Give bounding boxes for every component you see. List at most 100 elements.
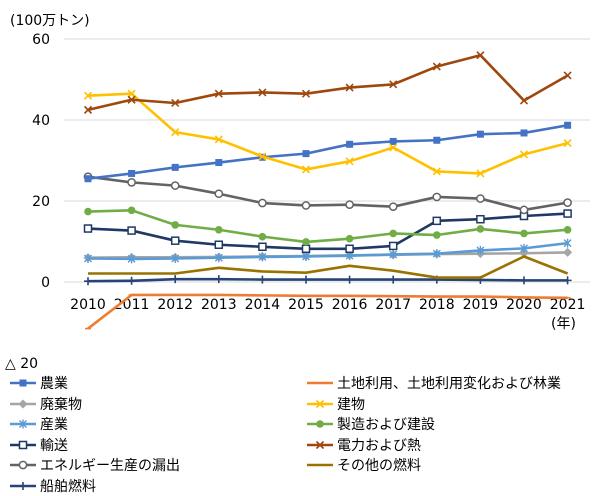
data-point xyxy=(214,240,224,249)
data-point xyxy=(520,243,528,253)
data-point xyxy=(563,276,572,285)
series-line xyxy=(87,123,568,181)
series-line xyxy=(87,53,569,112)
data-point xyxy=(563,139,572,148)
series-line xyxy=(87,212,568,251)
data-point xyxy=(171,128,180,137)
data-point xyxy=(476,245,485,255)
data-point xyxy=(19,379,27,387)
data-point xyxy=(127,226,136,235)
legend-item: 農業 xyxy=(10,376,68,392)
data-point xyxy=(301,201,311,210)
data-point xyxy=(214,135,223,144)
data-point xyxy=(214,189,224,199)
data-point xyxy=(83,91,93,100)
data-point xyxy=(171,221,179,229)
data-point xyxy=(18,440,28,450)
x-tick-label: 2015 xyxy=(288,297,324,313)
series-6 xyxy=(83,209,572,254)
data-point xyxy=(214,89,223,98)
y-tick-label: 60 xyxy=(32,32,50,48)
data-point xyxy=(432,192,442,202)
series-line xyxy=(87,92,568,175)
y-tick-label: 20 xyxy=(32,194,50,210)
data-point xyxy=(345,200,354,209)
data-point xyxy=(432,249,441,259)
legend-item: 土地利用、土地利用変化および林業 xyxy=(307,375,561,392)
data-point xyxy=(432,216,442,226)
legend-item: 船舶燃料 xyxy=(10,478,96,495)
data-point xyxy=(301,244,311,254)
legend-label: 廃棄物 xyxy=(40,396,82,413)
data-point xyxy=(127,89,136,98)
data-point xyxy=(258,242,267,252)
data-point xyxy=(84,175,92,183)
legend-label: エネルギー生産の漏出 xyxy=(40,458,180,474)
x-tick-label: 2018 xyxy=(419,297,455,313)
series-0 xyxy=(84,121,572,183)
data-point xyxy=(389,249,398,259)
data-point xyxy=(519,96,529,105)
y-axis-ticks: 60 40 20 0 △ 20 xyxy=(5,32,50,372)
data-point xyxy=(388,241,398,251)
data-point xyxy=(170,236,180,245)
legend-label: 船舶燃料 xyxy=(40,478,96,495)
y-tick-label: 40 xyxy=(32,113,50,129)
legend-label: その他の燃料 xyxy=(337,457,421,474)
data-point xyxy=(315,440,325,450)
data-point xyxy=(301,165,311,174)
data-point xyxy=(83,105,93,114)
legend-item: 廃棄物 xyxy=(10,396,82,413)
plot-area xyxy=(83,51,573,330)
series-9 xyxy=(88,255,569,279)
data-point xyxy=(476,51,485,60)
y-tick-label: △ 20 xyxy=(5,356,38,372)
data-point xyxy=(128,169,136,177)
data-point xyxy=(563,225,572,234)
data-point xyxy=(432,62,441,71)
series-line xyxy=(88,255,569,279)
data-point xyxy=(388,202,398,212)
legend-label: 電力および熱 xyxy=(337,438,421,454)
series-line xyxy=(87,209,568,244)
series-8 xyxy=(83,172,572,215)
data-point xyxy=(476,130,484,138)
data-point xyxy=(433,136,441,144)
x-tick-label: 2016 xyxy=(332,297,368,313)
data-point xyxy=(19,482,27,490)
legend-item: その他の燃料 xyxy=(307,457,421,474)
data-point xyxy=(302,275,310,284)
data-point xyxy=(519,150,529,159)
data-point xyxy=(389,80,398,89)
data-point xyxy=(84,254,92,264)
x-tick-label: 2013 xyxy=(201,297,237,313)
data-point xyxy=(563,209,572,218)
data-point xyxy=(84,207,92,216)
legend-item: エネルギー生産の漏出 xyxy=(10,458,180,474)
data-point xyxy=(84,277,92,286)
x-tick-label: 2020 xyxy=(506,297,542,313)
data-point xyxy=(18,460,28,470)
legend-item: 建物 xyxy=(307,397,365,413)
data-point xyxy=(345,244,354,254)
x-tick-label: 2012 xyxy=(157,297,193,313)
legend-label: 輸送 xyxy=(40,438,68,454)
data-point xyxy=(520,129,528,137)
data-point xyxy=(476,225,485,233)
data-point xyxy=(214,275,223,284)
data-point xyxy=(171,98,180,108)
data-point xyxy=(302,251,310,261)
data-point xyxy=(316,420,324,428)
series-line xyxy=(87,293,568,330)
series-3 xyxy=(83,89,572,178)
data-point xyxy=(127,254,136,264)
data-point xyxy=(127,178,136,187)
data-point xyxy=(258,275,267,284)
x-unit-label: (年) xyxy=(551,316,576,332)
data-point xyxy=(519,205,529,215)
legend-label: 土地利用、土地利用変化および林業 xyxy=(337,375,561,392)
data-point xyxy=(389,137,397,145)
data-point xyxy=(345,275,354,284)
